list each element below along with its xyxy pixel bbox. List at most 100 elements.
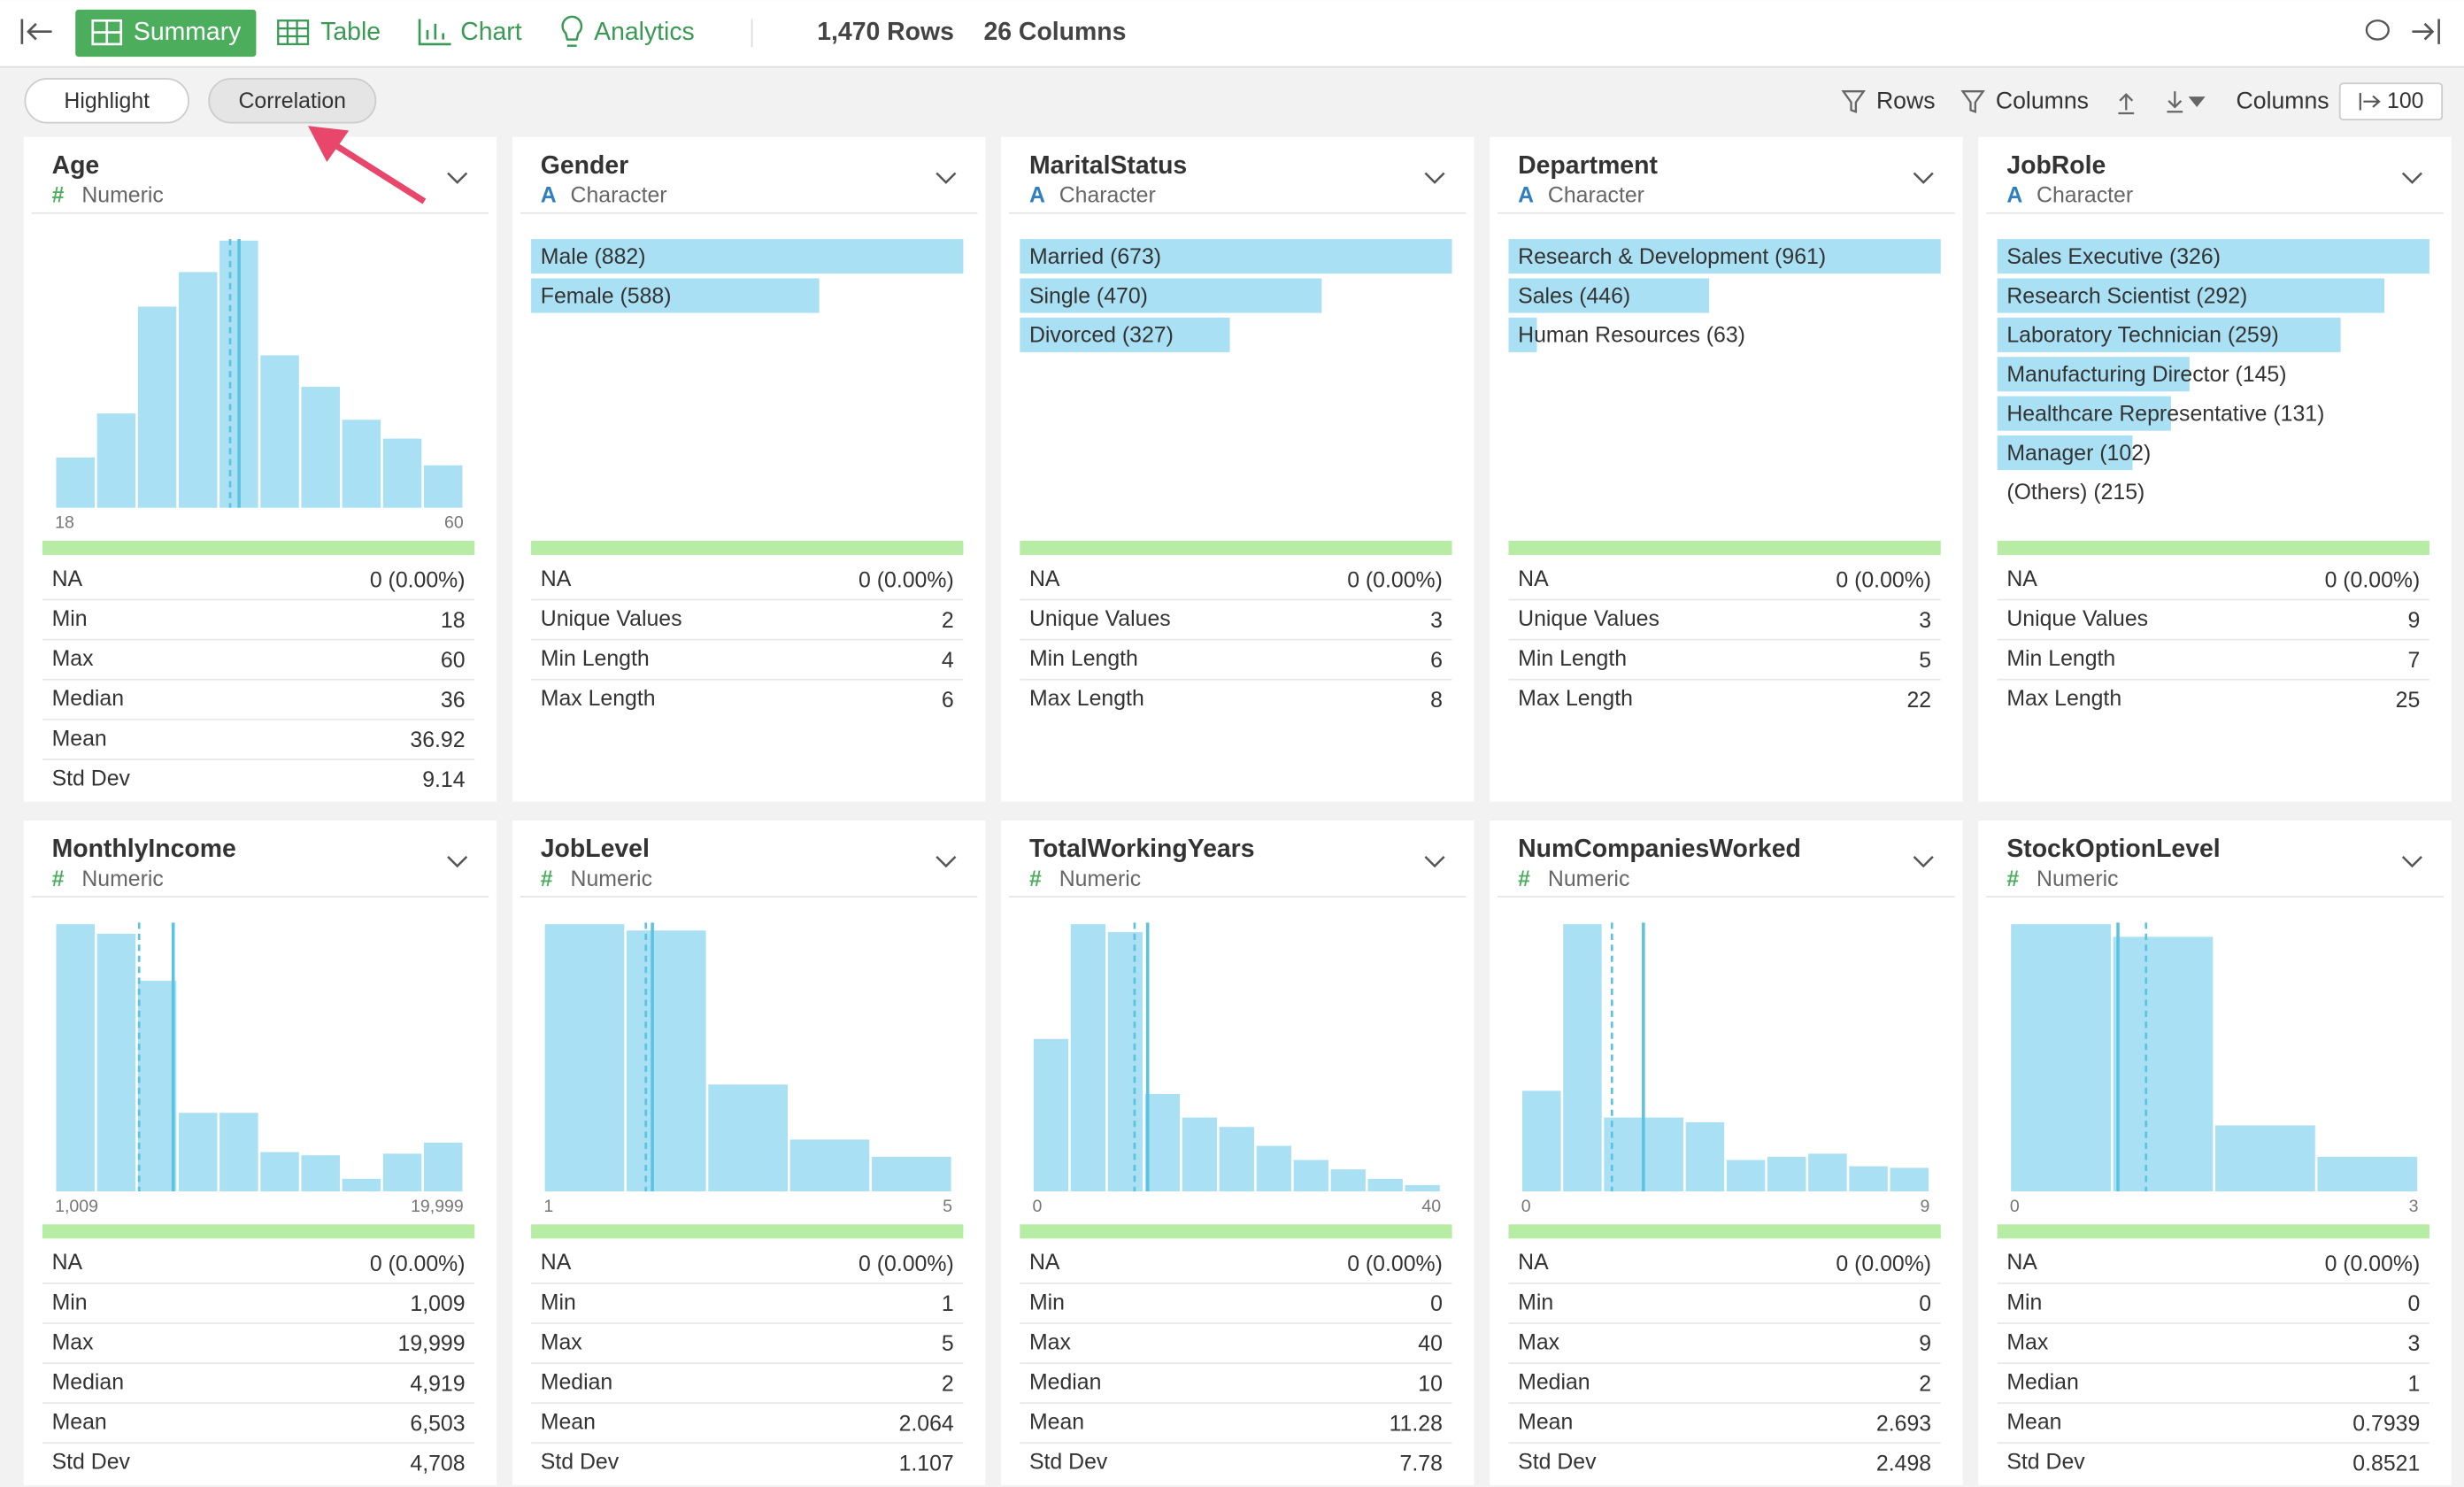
comment-icon[interactable] bbox=[2365, 19, 2390, 41]
stat-value: 10 bbox=[1418, 1372, 1443, 1396]
level-label: Female (588) bbox=[541, 284, 672, 308]
stat-value: 1.107 bbox=[899, 1452, 954, 1476]
level-label: Male (882) bbox=[541, 245, 646, 269]
stat-value: 0 bbox=[2407, 1292, 2420, 1316]
rows-filter[interactable]: Rows bbox=[1876, 88, 1936, 114]
stat-value: 2.693 bbox=[1876, 1412, 1931, 1436]
expand-icon[interactable] bbox=[2412, 19, 2440, 44]
valid-bar bbox=[1997, 1224, 2429, 1239]
stat-label: Unique Values bbox=[1029, 607, 1171, 631]
columns-label: Columns bbox=[2237, 88, 2329, 114]
stat-value: 1 bbox=[942, 1292, 954, 1316]
stat-label: Median bbox=[541, 1371, 612, 1395]
menu-chevron[interactable] bbox=[936, 855, 957, 868]
axis-label: 1 bbox=[543, 1197, 553, 1216]
menu-chevron[interactable] bbox=[447, 172, 468, 184]
limit-value[interactable]: 100 bbox=[2387, 89, 2423, 113]
column-name: StockOptionLevel bbox=[2006, 835, 2220, 863]
column-type: Numeric bbox=[81, 867, 164, 891]
stat-label: Max Length bbox=[1518, 687, 1633, 711]
stat-value: 5 bbox=[1919, 649, 1931, 673]
annotation-arrow bbox=[308, 126, 427, 204]
menu-chevron[interactable] bbox=[1913, 855, 1934, 868]
stat-label: NA bbox=[2006, 1251, 2037, 1275]
columns-filter[interactable]: Columns bbox=[1996, 88, 2089, 114]
histogram-bar bbox=[96, 933, 136, 1192]
histogram-bar bbox=[137, 306, 177, 508]
column-type: Numeric bbox=[1059, 867, 1142, 891]
stat-value: 36 bbox=[441, 689, 466, 713]
valid-bar bbox=[1020, 540, 1452, 555]
stat-label: NA bbox=[52, 567, 83, 591]
stat-label: Max bbox=[52, 1330, 95, 1354]
column-name: JobLevel bbox=[541, 835, 650, 863]
axis-label: 18 bbox=[55, 513, 74, 533]
collapse-icon[interactable] bbox=[20, 19, 52, 44]
correlation-button[interactable] bbox=[208, 78, 377, 124]
histogram-bar bbox=[260, 1152, 299, 1192]
level-label: Research Scientist (292) bbox=[2006, 284, 2247, 308]
stat-label: Std Dev bbox=[541, 1451, 620, 1475]
sort-icons[interactable] bbox=[2118, 91, 2206, 115]
menu-chevron[interactable] bbox=[2401, 855, 2422, 868]
stat-label: Min Length bbox=[541, 647, 650, 671]
stat-value: 18 bbox=[441, 609, 466, 633]
histogram-bar bbox=[178, 1113, 218, 1192]
level-bar bbox=[1997, 239, 2429, 274]
histogram-bar bbox=[2317, 1156, 2418, 1192]
stat-label: NA bbox=[541, 1251, 572, 1275]
histogram-bar bbox=[2113, 936, 2214, 1192]
tab-label[interactable]: Analytics bbox=[594, 18, 695, 46]
column-type: Character bbox=[2037, 184, 2133, 208]
axis-label: 19,999 bbox=[411, 1197, 464, 1216]
histogram-bar bbox=[1890, 1167, 1929, 1192]
menu-chevron[interactable] bbox=[447, 855, 468, 868]
histogram-bar bbox=[301, 1155, 340, 1192]
stat-label: Min bbox=[52, 607, 88, 631]
menu-chevron[interactable] bbox=[1913, 172, 1934, 184]
column-name: TotalWorkingYears bbox=[1029, 835, 1255, 863]
stat-value: 60 bbox=[441, 649, 466, 673]
stat-label: Unique Values bbox=[1518, 607, 1659, 631]
histogram-bar bbox=[260, 355, 299, 508]
histogram-bar bbox=[342, 1178, 381, 1192]
highlight-button[interactable] bbox=[24, 78, 189, 124]
stat-label: NA bbox=[1029, 567, 1060, 591]
filter-icon bbox=[1841, 90, 1985, 113]
stat-value: 25 bbox=[2396, 689, 2421, 713]
menu-chevron[interactable] bbox=[1424, 855, 1445, 868]
histogram-bar bbox=[789, 1139, 870, 1192]
level-label: Manufacturing Director (145) bbox=[2006, 363, 2286, 387]
histogram-bar bbox=[178, 272, 218, 508]
stat-label: NA bbox=[1518, 1251, 1549, 1275]
stat-label: NA bbox=[541, 567, 572, 591]
stat-value: 1 bbox=[2407, 1372, 2420, 1396]
axis-label: 3 bbox=[2409, 1197, 2419, 1216]
tab-label[interactable]: Table bbox=[320, 18, 381, 46]
histogram-bar bbox=[871, 1156, 951, 1192]
menu-chevron[interactable] bbox=[2401, 172, 2422, 184]
limit-box[interactable] bbox=[2338, 82, 2444, 121]
level-label: Human Resources (63) bbox=[1518, 324, 1745, 348]
stat-label: NA bbox=[2006, 567, 2037, 591]
menu-chevron[interactable] bbox=[936, 172, 957, 184]
type-icon: A bbox=[1518, 184, 1534, 208]
level-bar bbox=[1997, 317, 2341, 352]
tab-label[interactable]: Chart bbox=[460, 18, 522, 46]
histogram-bar bbox=[626, 930, 706, 1192]
button-label[interactable]: Highlight bbox=[64, 89, 150, 113]
stat-label: Median bbox=[2006, 1371, 2078, 1395]
tab-label[interactable]: Summary bbox=[134, 18, 242, 46]
analytics-icon bbox=[561, 15, 583, 47]
histogram-bar bbox=[1330, 1169, 1366, 1192]
histogram-bar bbox=[423, 465, 463, 508]
chart-icon bbox=[418, 19, 451, 46]
valid-bar bbox=[1997, 540, 2429, 555]
stat-label: Median bbox=[1029, 1371, 1101, 1395]
column-name: JobRole bbox=[2006, 151, 2106, 180]
stat-label: Max Length bbox=[541, 687, 656, 711]
menu-chevron[interactable] bbox=[1424, 172, 1445, 184]
button-label[interactable]: Correlation bbox=[238, 89, 346, 113]
stat-value: 4,919 bbox=[410, 1372, 465, 1396]
column-type: Character bbox=[1548, 184, 1644, 208]
